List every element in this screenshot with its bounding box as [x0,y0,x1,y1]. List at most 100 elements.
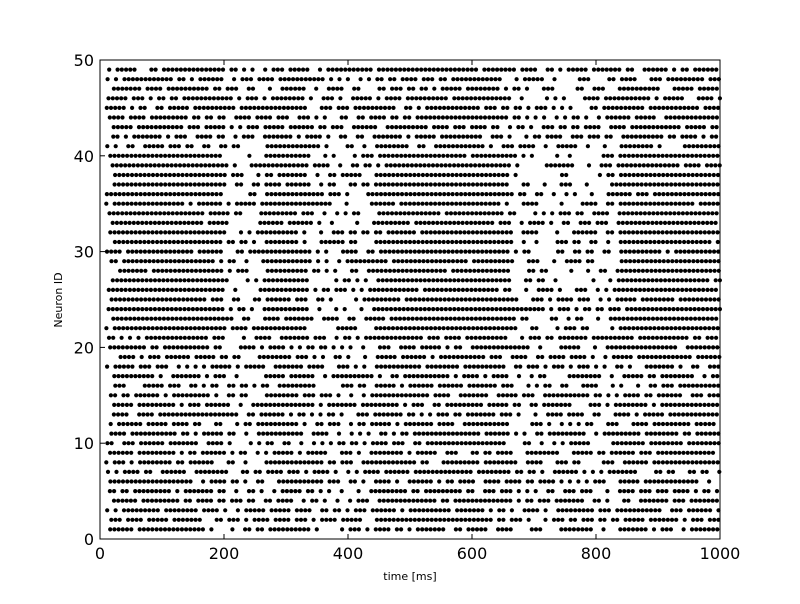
spike-point [675,220,680,225]
spike-point [211,96,216,101]
spike-point [590,354,595,360]
spike-point [263,402,269,407]
spike-point [163,239,168,245]
spike-point [650,307,655,312]
spike-point [589,508,595,513]
spike-point [109,517,114,522]
spike-point [711,182,716,187]
spike-point [442,431,447,436]
spike-point [375,297,380,302]
spike-point [339,450,345,455]
spike-point [628,259,633,264]
spike-point [121,383,126,388]
spike-point [296,278,301,283]
spike-point [694,105,700,110]
spike-point [152,354,157,360]
spike-point [112,489,117,494]
spike-point [241,335,246,340]
spike-point [211,278,217,283]
spike-point [169,278,174,283]
spike-point [659,211,664,216]
spike-point [609,115,614,120]
spike-point [387,383,392,388]
spike-point [714,498,720,503]
spike-point [372,316,377,321]
spike-point [612,287,617,292]
spike-point [602,144,607,149]
spike-point [402,115,407,120]
spike-point [566,307,571,312]
spike-point [123,316,129,321]
spike-point [221,115,226,120]
spike-point [466,115,471,120]
spike-point [144,307,149,312]
spike-point [220,96,225,101]
spike-point [158,412,163,417]
spike-point [272,489,277,494]
spike-point [166,489,171,494]
spike-point [329,220,334,225]
spike-point [574,287,579,292]
spike-point [416,105,421,110]
spike-point [167,326,172,331]
spike-point [213,230,218,235]
spike-point [137,479,142,484]
spike-point [395,172,400,178]
spike-point [448,316,453,321]
spike-point [169,469,174,474]
spike-point [470,345,475,350]
spike-point [285,239,290,245]
spike-point [627,431,633,436]
spike-point [623,192,628,197]
spike-point [641,220,647,225]
spike-point [406,412,412,417]
spike-point [602,105,607,110]
spike-point [301,498,306,503]
spike-point [663,287,668,292]
spike-point [155,259,160,264]
spike-point [457,115,462,120]
spike-point [224,469,229,474]
spike-point [296,316,301,321]
spike-point [479,326,484,331]
spike-point [354,441,359,446]
spike-point [172,259,177,264]
spike-point [521,239,526,245]
spike-point [129,230,134,235]
spike-point [257,441,262,446]
spike-point [418,335,423,340]
spike-point [693,211,698,216]
spike-point [403,393,409,398]
spike-point [117,249,122,254]
spike-point [418,278,423,283]
spike-point [420,450,425,455]
spike-point [561,220,566,225]
spike-point [392,163,398,168]
spike-point [702,527,707,532]
spike-point [192,489,197,494]
spike-point [256,249,261,254]
spike-point [188,402,193,407]
spike-point [272,450,277,455]
spike-point [476,297,481,302]
spike-point [443,278,448,283]
spike-point [648,517,654,522]
spike-point [429,508,434,513]
spike-point [623,431,628,436]
spike-point [281,105,286,110]
spike-point [139,354,144,360]
spike-point [106,96,111,101]
spike-point [635,374,640,379]
spike-point [327,489,332,494]
spike-point [644,393,649,398]
spike-point [534,105,539,110]
spike-point [315,364,320,369]
spike-point [209,460,214,465]
spike-point [706,489,711,494]
spike-point [485,307,491,312]
spike-point [423,316,428,321]
spike-point [155,383,160,388]
spike-point [633,278,638,283]
spike-point [420,374,425,379]
spike-point [117,517,122,522]
